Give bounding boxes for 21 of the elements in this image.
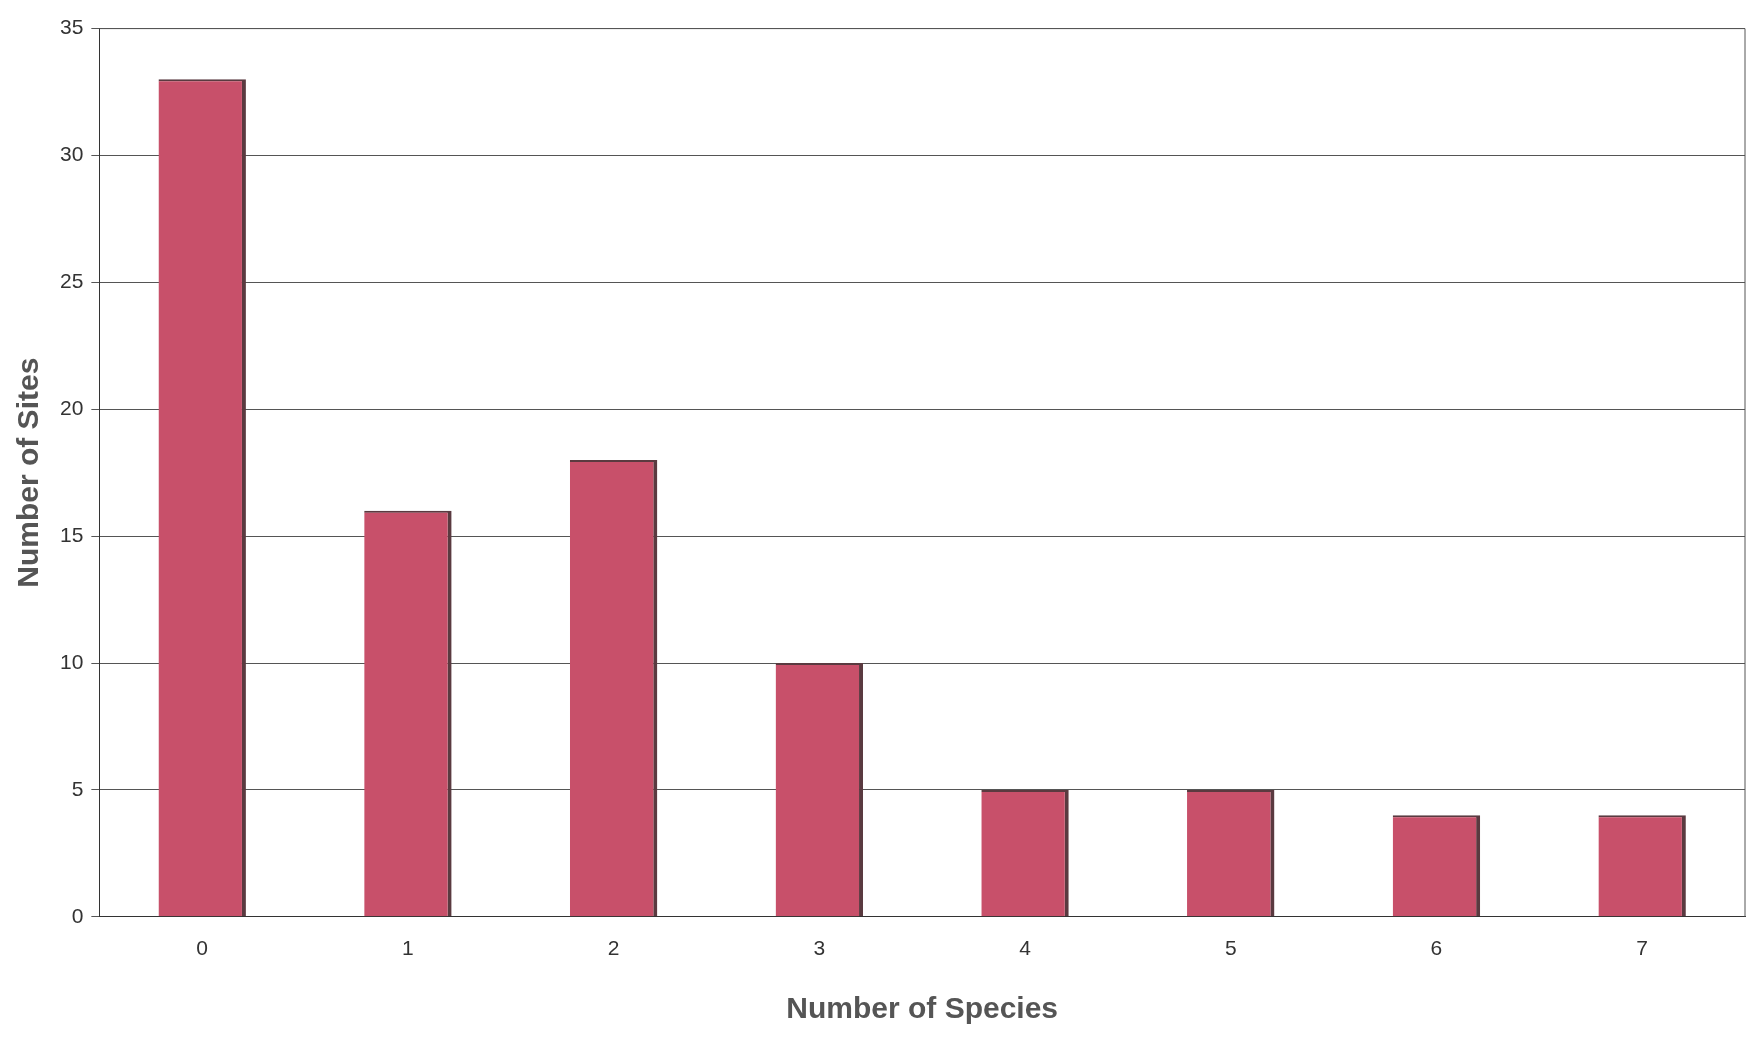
x-tick-label: 3 [813, 936, 826, 960]
x-tick-label: 7 [1636, 936, 1648, 960]
y-tick-label: 30 [60, 142, 84, 166]
x-tick-label: 4 [1019, 936, 1032, 960]
y-tick-label: 25 [60, 269, 84, 293]
y-tick-label: 10 [60, 649, 84, 673]
y-tick-label: 20 [60, 396, 84, 420]
bar [364, 512, 448, 917]
x-tick-label: 6 [1430, 936, 1443, 960]
y-tick-label: 35 [60, 15, 84, 39]
x-tick-label: 0 [196, 936, 209, 960]
y-tick-label: 5 [71, 776, 84, 800]
x-tick-label: 1 [402, 936, 414, 960]
bar [1598, 817, 1682, 917]
x-tick-label: 2 [607, 936, 620, 960]
bar [158, 81, 242, 917]
y-tick-label: 15 [60, 522, 84, 546]
y-axis-title: Number of Sites [11, 357, 45, 588]
x-tick-label: 5 [1224, 936, 1237, 960]
x-axis-title: Number of Species [786, 991, 1059, 1025]
y-tick-label: 0 [71, 903, 84, 927]
